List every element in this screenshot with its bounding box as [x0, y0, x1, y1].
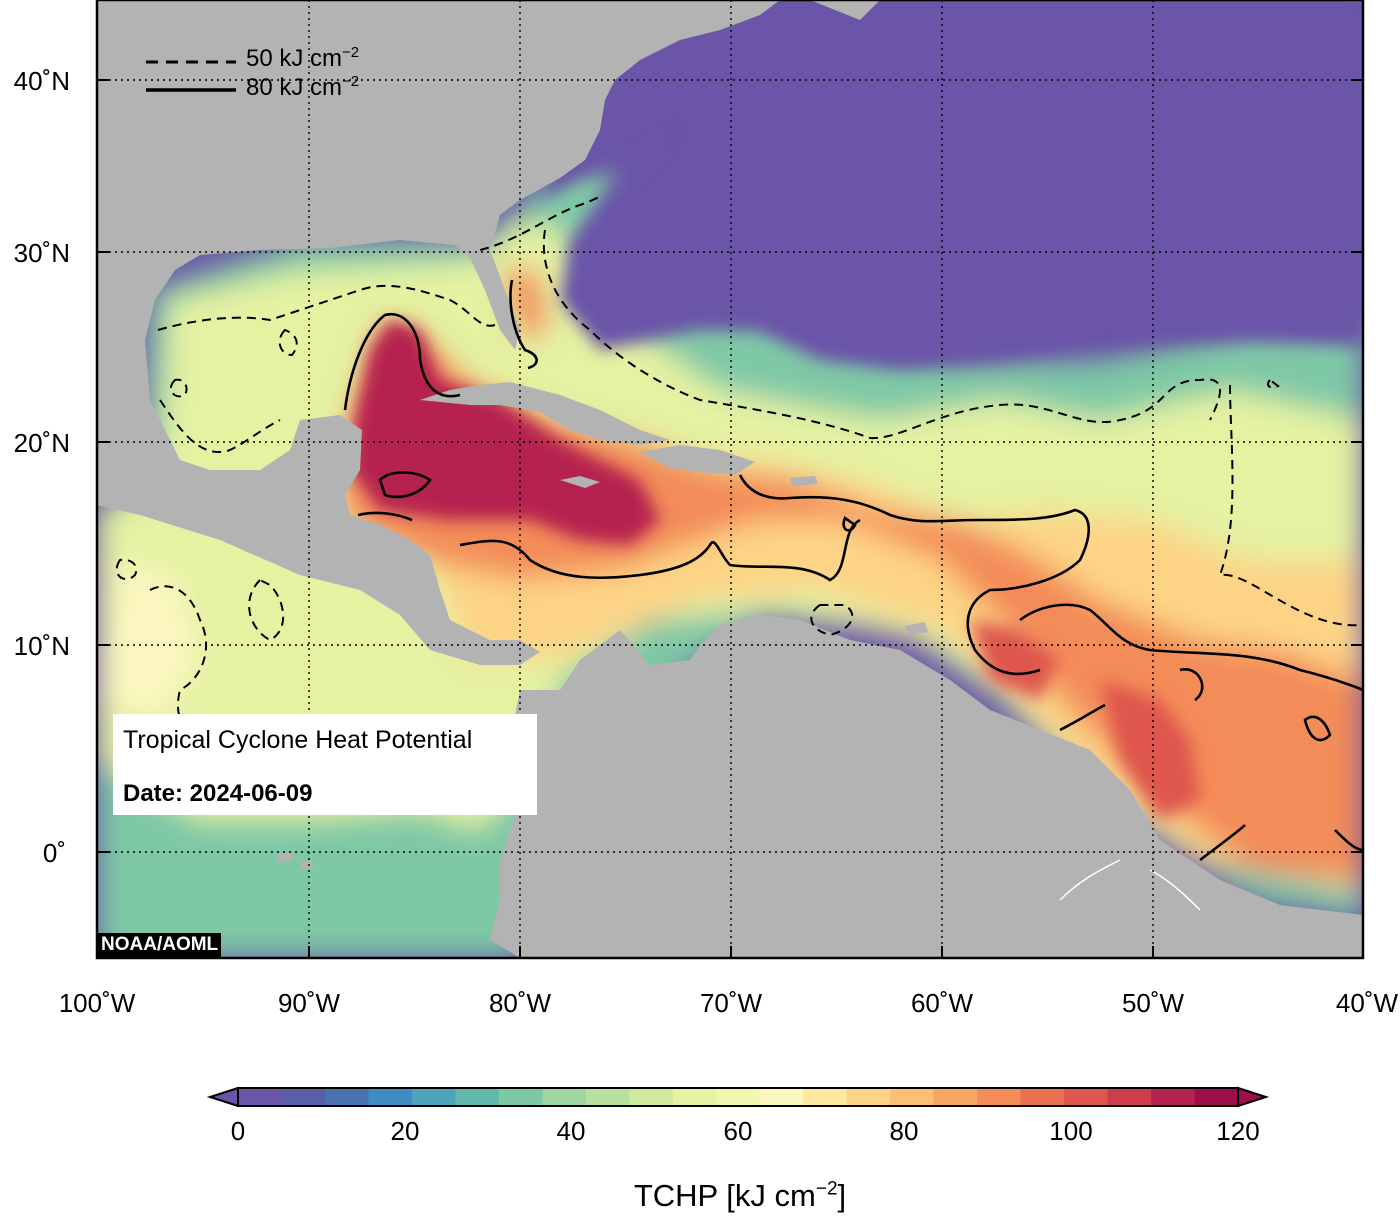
colorbar-swatch [716, 1088, 761, 1106]
lon-label-60w: 60˚W [910, 988, 974, 1018]
contour-50 [115, 196, 1363, 731]
cold-band [540, 0, 1363, 370]
lat-label-40n: 40˚N [13, 66, 70, 96]
colorbar-swatch [933, 1088, 978, 1106]
colorbar-swatch [1107, 1088, 1152, 1106]
lon-label-90w: 90˚W [277, 988, 341, 1018]
colorbar-label: TCHP [kJ cm−2] [633, 1178, 847, 1213]
lat-label-0: 0˚ [42, 838, 66, 868]
colorbar-swatch [803, 1088, 848, 1106]
colorbar-swatch [585, 1088, 630, 1106]
rivers [1059, 859, 1201, 911]
colorbar-tick: 20 [390, 1116, 420, 1146]
colorbar-upper-arrow [1237, 1086, 1270, 1108]
colorbar-swatch [672, 1088, 717, 1106]
lat-label-20n: 20˚N [13, 428, 70, 458]
map-title: Tropical Cyclone Heat Potential [123, 726, 473, 754]
colorbar-swatch [281, 1088, 326, 1106]
colorbar-frame [237, 1087, 1239, 1107]
colorbar-swatch [455, 1088, 500, 1106]
land [97, 0, 1363, 958]
colorbar-swatch [1151, 1088, 1196, 1106]
colorbar-swatch [498, 1088, 543, 1106]
colorbar-tick: 0 [230, 1116, 246, 1146]
colorbar [206, 1086, 1270, 1108]
colorbar-swatch [629, 1088, 674, 1106]
frame-ticks [97, 79, 1363, 958]
lat-label-10n: 10˚N [13, 631, 70, 661]
colorbar-swatch [977, 1088, 1022, 1106]
legend-dashed-label: 50 kJ cm−2 [246, 44, 360, 72]
lon-label-100w: 100˚W [58, 988, 136, 1018]
lon-label-80w: 80˚W [488, 988, 552, 1018]
lon-label-70w: 70˚W [699, 988, 763, 1018]
colorbar-tick: 120 [1216, 1116, 1260, 1146]
contour-80 [343, 279, 1363, 862]
colorbar-swatch [411, 1088, 456, 1106]
lon-label-50w: 50˚W [1121, 988, 1185, 1018]
colorbar-swatch [542, 1088, 587, 1106]
colorbar-tick: 40 [556, 1116, 586, 1146]
colorbar-swatch [1064, 1088, 1109, 1106]
colorbar-tick: 100 [1049, 1116, 1093, 1146]
colorbar-swatch [759, 1088, 804, 1106]
colorbar-swatch [238, 1088, 282, 1106]
colorbar-swatch [890, 1088, 935, 1106]
colorbar-swatch [324, 1088, 369, 1106]
lon-label-40w: 40˚W [1335, 988, 1398, 1018]
colorbar-swatch [368, 1088, 413, 1106]
legend-solid-label: 80 kJ cm−2 [246, 73, 360, 101]
colorbar-swatch [846, 1088, 891, 1106]
info-box: Tropical Cyclone Heat Potential Date: 20… [113, 714, 537, 815]
tchp-core [350, 320, 1200, 820]
colorbar-tick: 80 [889, 1116, 919, 1146]
colorbar-swatch [1194, 1088, 1239, 1106]
colorbar-swatch [1020, 1088, 1065, 1106]
colorbar-tick: 60 [723, 1116, 753, 1146]
lat-label-30n: 30˚N [13, 238, 70, 268]
credit-badge: NOAA/AOML [98, 933, 222, 957]
map-date: Date: 2024-06-09 [123, 780, 313, 807]
colorbar-lower-arrow [206, 1086, 239, 1108]
